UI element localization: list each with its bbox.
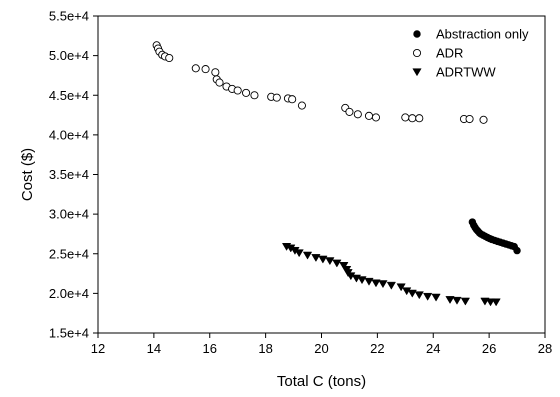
- data-point: [460, 297, 471, 306]
- data-point: [378, 280, 388, 289]
- y-tick-label: 1.5e+4: [49, 326, 89, 341]
- x-axis-title: Total C (tons): [277, 373, 366, 390]
- x-tick-label: 22: [370, 341, 384, 356]
- data-point: [452, 296, 462, 305]
- data-point: [211, 68, 220, 77]
- data-point: [302, 251, 313, 260]
- data-point: [465, 114, 474, 124]
- data-point: [272, 93, 281, 102]
- data-point: [325, 257, 335, 266]
- y-tick-label: 3.5e+4: [49, 167, 89, 182]
- data-point: [364, 111, 374, 120]
- y-tick-label: 3.0e+4: [49, 207, 89, 222]
- series-adrtww: [281, 243, 501, 307]
- y-tick-label: 4.5e+4: [49, 88, 89, 103]
- data-point: [371, 279, 381, 288]
- data-point: [396, 283, 406, 292]
- legend-marker: [413, 30, 421, 38]
- data-series: [152, 41, 521, 307]
- series-adr: [152, 41, 488, 124]
- y-tick-label: 5.0e+4: [49, 48, 89, 63]
- data-point: [165, 53, 174, 63]
- data-point: [401, 113, 410, 122]
- axes: 12 14 16 18 20 22 24 26 28 1.5e+4 2.0e+4 2.5e+4 3.0e…: [49, 9, 552, 357]
- x-tick-label: 14: [147, 341, 161, 356]
- legend-label: ADRTWW: [436, 65, 496, 80]
- data-point: [357, 276, 367, 285]
- data-point: [386, 281, 396, 290]
- data-point: [513, 246, 521, 255]
- data-point: [415, 114, 424, 123]
- data-point: [407, 289, 417, 298]
- legend-marker: [412, 68, 422, 77]
- legend-label: Abstraction only: [436, 27, 529, 42]
- data-point: [353, 110, 362, 119]
- series-abstraction-only: [468, 218, 521, 255]
- data-point: [288, 95, 297, 104]
- data-point: [445, 296, 455, 304]
- data-point: [423, 292, 433, 301]
- data-point: [339, 262, 349, 270]
- y-tick-label: 5.5e+4: [49, 9, 89, 24]
- legend-marker: [412, 48, 422, 58]
- data-point: [491, 298, 501, 307]
- y-tick-label: 2.5e+4: [49, 246, 89, 261]
- data-point: [201, 65, 210, 74]
- data-point: [414, 291, 424, 300]
- x-tick-label: 20: [314, 341, 328, 356]
- y-tick-label: 2.0e+4: [49, 286, 89, 301]
- data-point: [297, 101, 306, 110]
- data-point: [311, 254, 321, 262]
- x-tick-label: 24: [426, 341, 440, 356]
- y-axis-title: Cost ($): [19, 148, 36, 201]
- data-point: [318, 255, 328, 264]
- data-point: [233, 86, 242, 95]
- data-point: [431, 293, 441, 302]
- x-tick-label: 16: [203, 341, 217, 356]
- x-tick-label: 28: [538, 341, 552, 356]
- legend: Abstraction only ADR ADRTWW: [412, 27, 529, 80]
- data-point: [215, 78, 224, 87]
- x-tick-label: 26: [482, 341, 496, 356]
- data-point: [345, 107, 354, 116]
- data-point: [332, 259, 342, 268]
- x-tick-label: 18: [258, 341, 272, 356]
- data-point: [294, 249, 304, 258]
- legend-label: ADR: [436, 46, 463, 61]
- data-point: [479, 115, 488, 124]
- data-point: [250, 91, 259, 100]
- x-tick-label: 12: [91, 341, 105, 356]
- data-point: [485, 298, 496, 307]
- data-point: [242, 88, 251, 97]
- data-point: [364, 277, 374, 286]
- data-point: [191, 64, 200, 73]
- data-point: [408, 114, 417, 123]
- y-tick-label: 4.0e+4: [49, 127, 89, 142]
- data-point: [371, 113, 381, 122]
